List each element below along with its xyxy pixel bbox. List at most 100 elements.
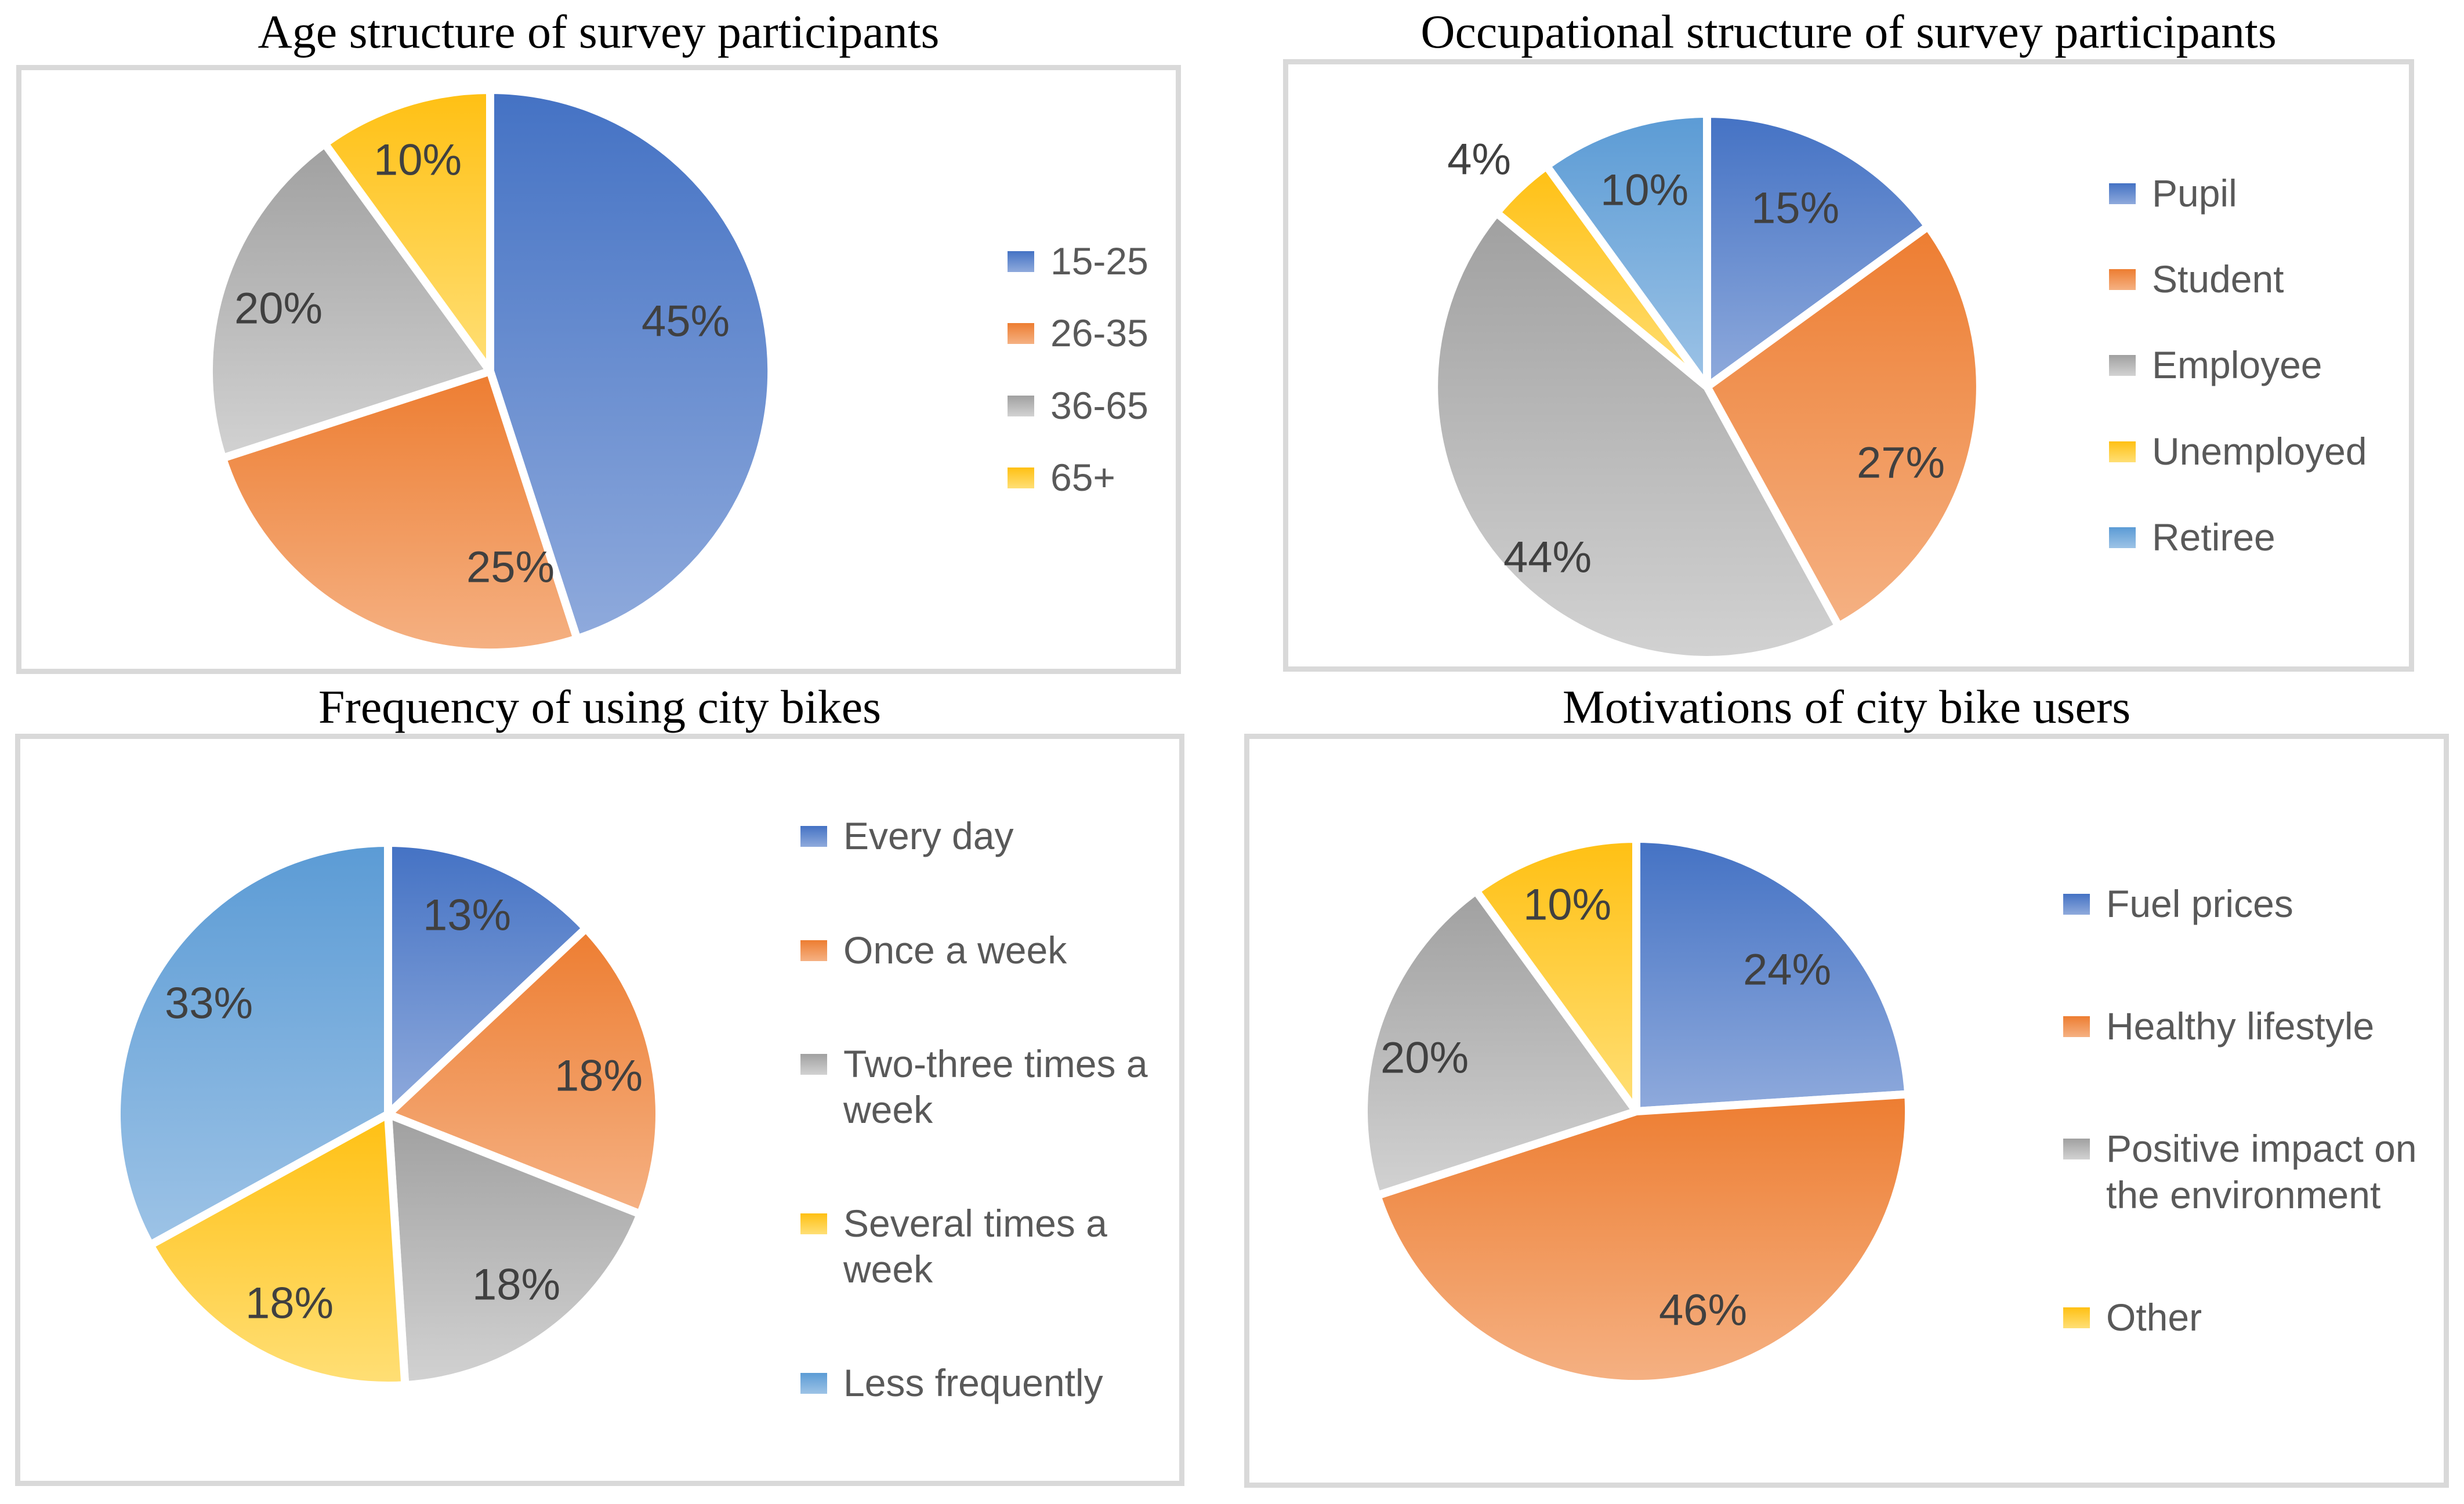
chart-title-frequency: Frequency of using city bikes bbox=[318, 680, 882, 733]
legend-frequency: Every day Once a week Two-three times a we… bbox=[800, 739, 1172, 1481]
legend-swatch-occupation-2 bbox=[2109, 355, 2136, 376]
legend-label-age-0: 15-25 bbox=[1050, 240, 1148, 283]
pie-slice-motivation-other bbox=[1472, 835, 1640, 1115]
pie-slice-frequency-several-times-a-week bbox=[146, 1110, 410, 1390]
legend-item-occupation-unemployed: Unemployed bbox=[2109, 429, 2405, 474]
pie-slice-motivation-fuel-prices bbox=[1632, 835, 1913, 1115]
legend-label-age-3: 65+ bbox=[1050, 455, 1115, 499]
pie-slice-frequency-every-day bbox=[384, 839, 590, 1118]
data-label-age-2: 20% bbox=[234, 284, 323, 334]
legend-label-frequency-4: Less frequently bbox=[843, 1361, 1103, 1405]
legend-label-motivation-0: Fuel prices bbox=[2106, 882, 2293, 926]
chart-title-occupation: Occupational structure of survey partici… bbox=[1421, 5, 2277, 58]
legend-item-frequency-every-day: Every day bbox=[800, 813, 1172, 859]
pie-slice-motivation-healthy-lifestyle bbox=[1373, 1090, 1913, 1389]
pie-slice-age-15-25 bbox=[486, 86, 776, 643]
data-label-frequency-1: 18% bbox=[555, 1052, 643, 1101]
data-label-motivation-2: 20% bbox=[1380, 1034, 1469, 1083]
legend-swatch-occupation-1 bbox=[2109, 269, 2136, 291]
legend-label-age-1: 26-35 bbox=[1050, 311, 1148, 355]
legend-swatch-motivation-1 bbox=[2063, 1016, 2090, 1038]
pie-slice-age-36-65 bbox=[205, 139, 494, 462]
chart-panel-frequency: 13% 18% 18% 18% 33% Every day Once a week Two-t… bbox=[15, 734, 1184, 1486]
pie-chart-frequency: 13% 18% 18% 18% 33% bbox=[112, 839, 664, 1390]
pie-slice-frequency-two-three-times-a-week bbox=[384, 1110, 645, 1390]
pie-slice-frequency-once-a-week bbox=[384, 924, 664, 1219]
legend-swatch-age-1 bbox=[1008, 323, 1034, 345]
pie-slice-occupation-employee bbox=[1430, 208, 1843, 664]
legend-label-frequency-0: Every day bbox=[843, 814, 1014, 858]
legend-swatch-frequency-3 bbox=[800, 1213, 827, 1235]
data-label-occupation-3: 4% bbox=[1447, 135, 1511, 184]
legend-label-age-2: 36-65 bbox=[1050, 383, 1148, 427]
legend-swatch-frequency-2 bbox=[800, 1053, 827, 1075]
legend-swatch-occupation-4 bbox=[2109, 527, 2136, 548]
legend-swatch-motivation-3 bbox=[2063, 1307, 2090, 1328]
legend-label-occupation-0: Pupil bbox=[2152, 172, 2237, 215]
legend-swatch-age-0 bbox=[1008, 251, 1034, 273]
legend-swatch-motivation-2 bbox=[2063, 1139, 2090, 1160]
legend-item-motivation-healthy-lifestyle: Healthy lifestyle bbox=[2063, 1003, 2434, 1049]
legend-swatch-frequency-0 bbox=[800, 826, 827, 847]
legend-label-frequency-2: Two-three times a week bbox=[843, 1042, 1148, 1131]
legend-item-motivation-fuel-prices: Fuel prices bbox=[2063, 881, 2434, 927]
legend-label-frequency-3: Several times a week bbox=[843, 1202, 1107, 1291]
legend-item-age-15-25: 15-25 bbox=[1008, 238, 1170, 284]
legend-item-frequency-several-times-a-week: Several times a week bbox=[800, 1201, 1172, 1292]
legend-label-occupation-1: Student bbox=[2152, 258, 2284, 301]
pie-slice-occupation-pupil bbox=[1703, 110, 1932, 391]
legend-label-motivation-2: Positive impact on the environment bbox=[2106, 1127, 2417, 1216]
data-label-frequency-0: 13% bbox=[423, 891, 511, 940]
legend-item-age-65-: 65+ bbox=[1008, 455, 1170, 501]
pie-chart-age: 45% 25% 20% 10% bbox=[205, 86, 776, 657]
data-label-occupation-2: 44% bbox=[1503, 533, 1592, 582]
chart-title-age: Age structure of survey participants bbox=[258, 5, 940, 58]
data-label-age-1: 25% bbox=[466, 543, 555, 592]
legend-swatch-frequency-4 bbox=[800, 1373, 827, 1394]
pie-slice-age-26-35 bbox=[218, 367, 581, 657]
legend-label-occupation-4: Retiree bbox=[2152, 515, 2275, 559]
legend-item-frequency-two-three-times-a-week: Two-three times a week bbox=[800, 1041, 1172, 1133]
legend-motivation: Fuel prices Healthy lifestyle Positive imp… bbox=[2063, 739, 2434, 1483]
legend-label-motivation-1: Healthy lifestyle bbox=[2106, 1005, 2375, 1048]
data-label-age-3: 10% bbox=[374, 136, 462, 185]
legend-item-frequency-once-a-week: Once a week bbox=[800, 927, 1172, 973]
legend-item-occupation-retiree: Retiree bbox=[2109, 514, 2405, 560]
data-label-frequency-3: 18% bbox=[245, 1279, 334, 1328]
legend-swatch-frequency-1 bbox=[800, 940, 827, 961]
legend-label-occupation-2: Employee bbox=[2152, 343, 2322, 387]
chart-panel-occupation: 15% 27% 44% 4% 10% Pupil Student Employee Unempl… bbox=[1283, 59, 2414, 672]
legend-swatch-occupation-3 bbox=[2109, 441, 2136, 462]
legend-label-motivation-3: Other bbox=[2106, 1295, 2202, 1339]
data-label-motivation-0: 24% bbox=[1743, 945, 1831, 995]
data-label-occupation-4: 10% bbox=[1600, 166, 1688, 215]
legend-item-occupation-student: Student bbox=[2109, 256, 2405, 302]
legend-swatch-occupation-0 bbox=[2109, 183, 2136, 205]
data-label-motivation-3: 10% bbox=[1523, 880, 1611, 930]
pie-slice-age-65- bbox=[320, 86, 494, 375]
legend-label-occupation-3: Unemployed bbox=[2152, 429, 2367, 473]
legend-item-age-36-65: 36-65 bbox=[1008, 383, 1170, 429]
data-label-occupation-0: 15% bbox=[1751, 184, 1839, 233]
chart-title-motivation: Motivations of city bike users bbox=[1562, 680, 2131, 733]
legend-swatch-age-3 bbox=[1008, 467, 1034, 488]
legend-swatch-motivation-0 bbox=[2063, 894, 2090, 915]
data-label-motivation-1: 46% bbox=[1659, 1286, 1747, 1335]
legend-item-frequency-less-frequently: Less frequently bbox=[800, 1360, 1172, 1406]
legend-item-motivation-positive-impact-on-the-environment: Positive impact on the environment bbox=[2063, 1126, 2434, 1217]
data-label-frequency-4: 33% bbox=[165, 979, 253, 1028]
data-label-occupation-1: 27% bbox=[1857, 438, 1945, 488]
chart-panel-age: 45% 25% 20% 10% 15-25 26-35 36-65 65+ bbox=[16, 65, 1181, 674]
legend-item-occupation-pupil: Pupil bbox=[2109, 171, 2405, 216]
chart-panel-motivation: 24% 46% 20% 10% Fuel prices Healthy lifestyle… bbox=[1244, 734, 2449, 1488]
pie-slice-occupation-student bbox=[1703, 222, 1984, 630]
pie-slice-frequency-less-frequently bbox=[112, 839, 392, 1249]
legend-item-occupation-employee: Employee bbox=[2109, 342, 2405, 388]
pie-slice-occupation-retiree bbox=[1542, 110, 1711, 391]
legend-occupation: Pupil Student Employee Unemployed Retiree bbox=[2109, 64, 2405, 666]
legend-swatch-age-2 bbox=[1008, 395, 1034, 416]
data-label-age-0: 45% bbox=[642, 297, 730, 346]
legend-item-age-26-35: 26-35 bbox=[1008, 310, 1170, 356]
legend-item-motivation-other: Other bbox=[2063, 1295, 2434, 1340]
